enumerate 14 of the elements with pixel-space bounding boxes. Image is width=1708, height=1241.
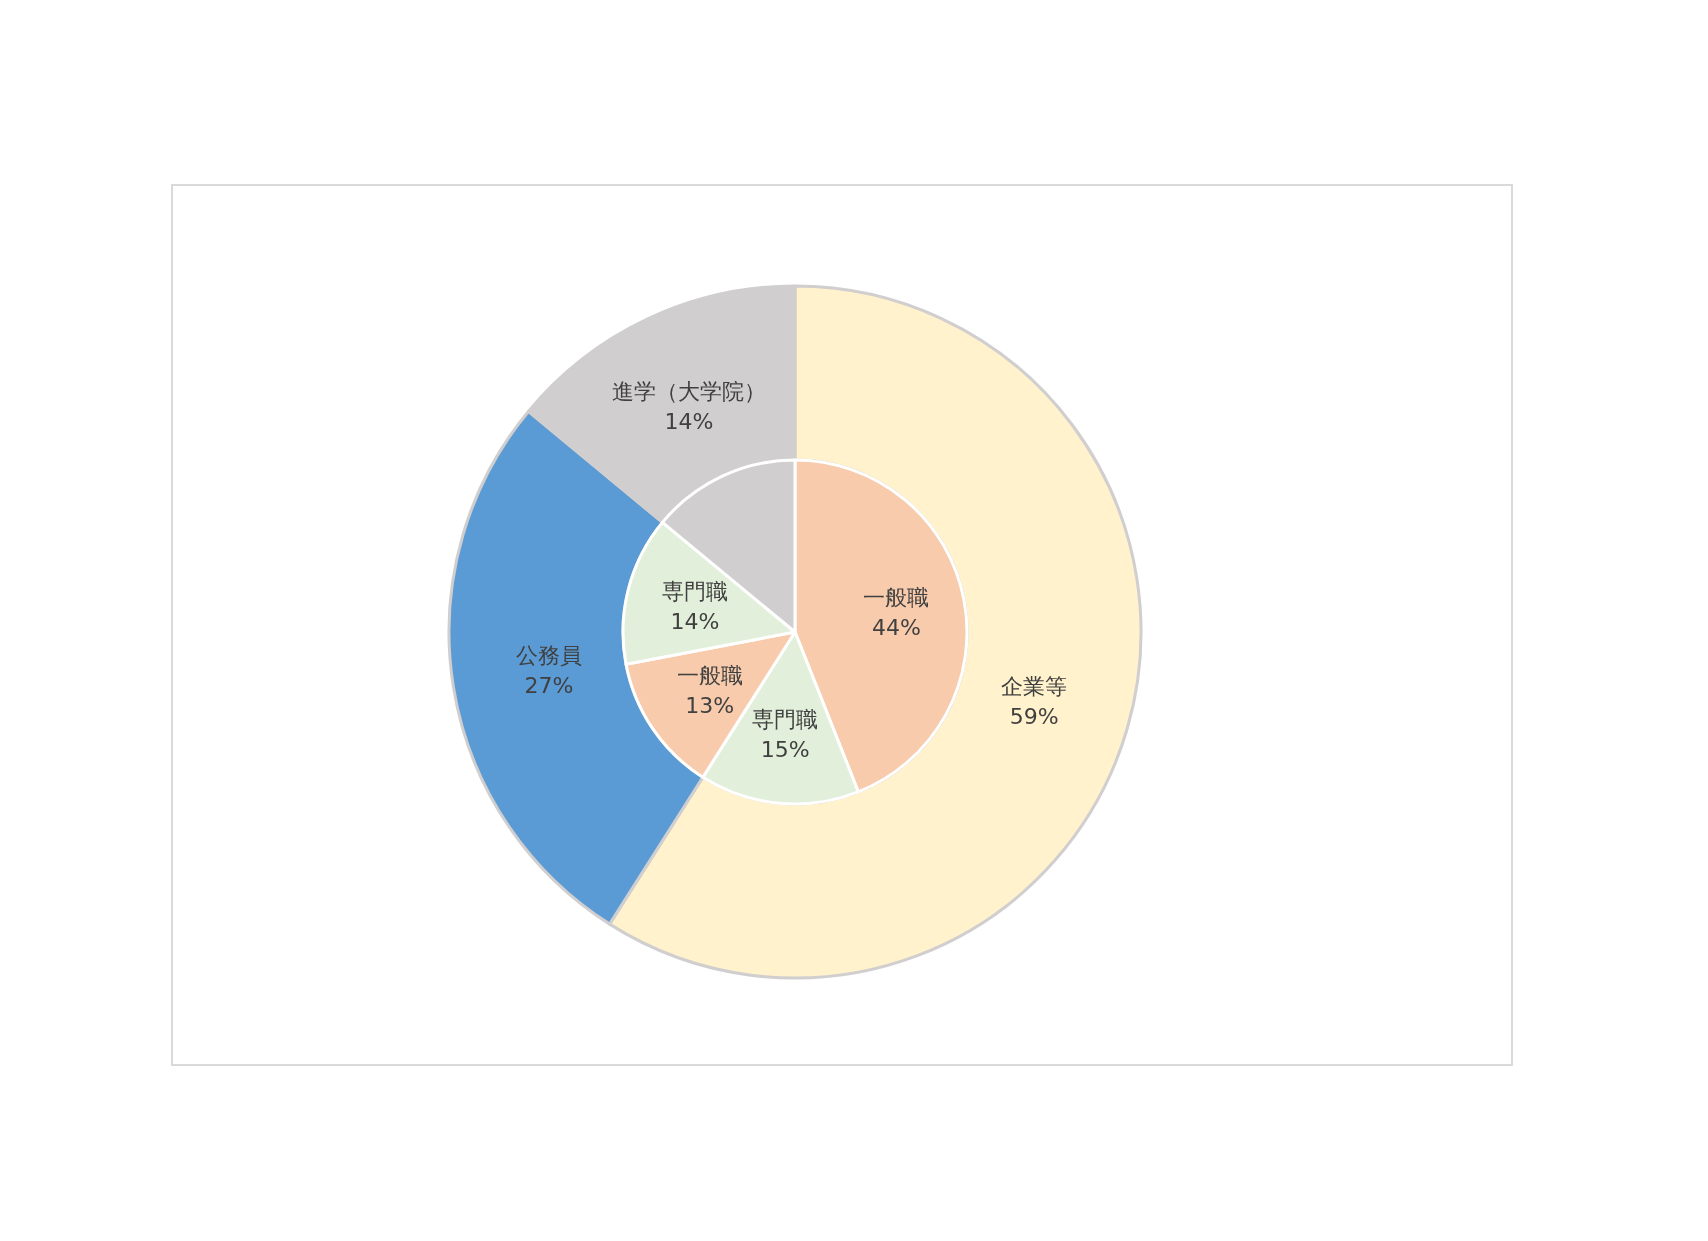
slice-label: 企業等	[1001, 674, 1068, 699]
data-label: 44%	[871, 615, 921, 641]
slice-label: 一般職	[676, 662, 743, 688]
data-label: 15%	[760, 737, 810, 763]
data-label: 59%	[1009, 704, 1059, 729]
slice-label: 一般職	[863, 585, 930, 611]
data-label: 14%	[664, 409, 714, 435]
data-label: 13%	[685, 692, 735, 718]
data-label: 27%	[524, 673, 574, 699]
slice-label: 公務員	[515, 643, 582, 669]
data-label: 14%	[670, 608, 720, 634]
slice-label: 専門職	[662, 578, 729, 604]
slice-label: 進学（大学院）	[611, 379, 766, 405]
slice-label: 専門職	[752, 707, 819, 733]
